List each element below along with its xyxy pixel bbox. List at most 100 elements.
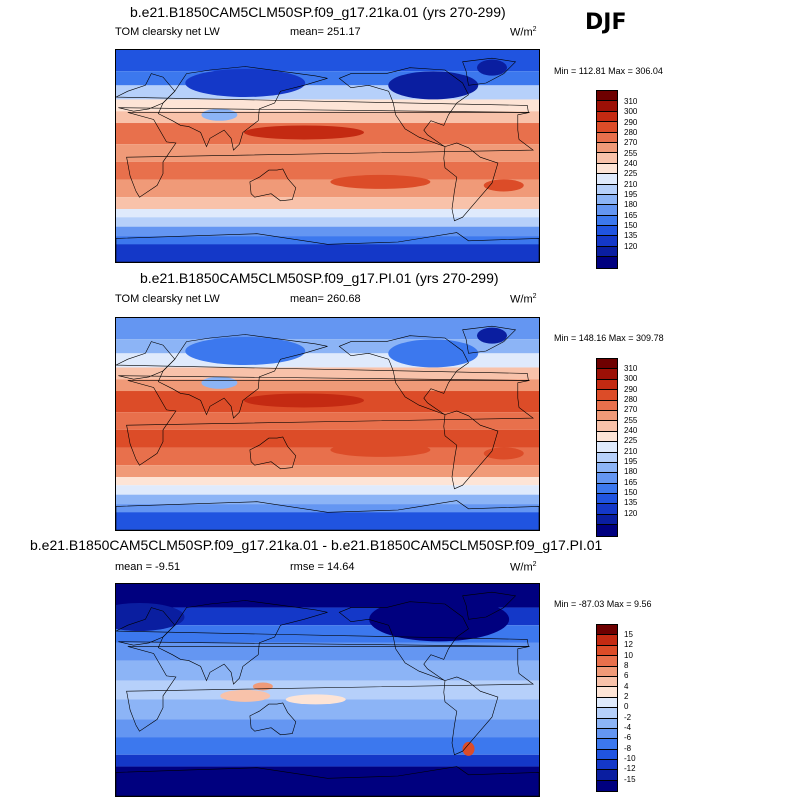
panel-1-left-label: TOM clearsky net LW [115,26,220,38]
field-band [116,144,539,162]
colorbar-tick-label: -8 [624,744,632,753]
colorbar-tick-label: 310 [624,364,638,373]
colorbar-tick-label: 165 [624,478,638,487]
field-anomaly [462,741,475,756]
colorbar-swatch [597,174,617,185]
colorbar-tick-label: 180 [624,200,638,209]
colorbar-swatch [597,697,617,709]
coastline [462,591,517,620]
coastline [249,702,297,736]
field-anomaly [244,125,364,140]
field-band [116,179,539,198]
panel-1-mean: mean= 251.17 [290,26,361,38]
colorbar-swatch [597,163,617,175]
colorbar-swatch [597,687,617,698]
colorbar-swatch [597,379,617,391]
colorbar-swatch [597,483,617,495]
colorbar-swatch [597,226,617,237]
panel-1-title: b.e21.B1850CAM5CLM50SP.f09_g17.21ka.01 (… [130,4,506,20]
field-band [116,197,539,209]
coastline [126,646,534,732]
coastline [249,168,297,202]
panel-3-map [115,583,540,797]
colorbar-tick-label: 290 [624,385,638,394]
field-band [116,465,539,477]
panel-3-colorbar [596,624,618,793]
colorbar-tick-label: 280 [624,395,638,404]
field-anomaly [201,108,238,121]
colorbar-swatch [597,452,617,463]
colorbar-tick-label: 210 [624,447,638,456]
field-band [116,161,539,180]
panel-2-field [116,318,539,530]
coastline [116,766,539,796]
colorbar-tick-label: 12 [624,640,633,649]
colorbar-swatch [597,525,617,536]
colorbar-swatch [597,749,617,761]
panel-2-mean: mean= 260.68 [290,293,361,305]
field-anomaly [185,336,306,365]
field-band [116,226,539,237]
colorbar-tick-label: 2 [624,692,629,701]
colorbar-tick-label: 0 [624,702,629,711]
colorbar-swatch [597,257,617,268]
season-label: DJF [585,10,627,35]
coastline [126,112,534,198]
panel-2-left-label: TOM clearsky net LW [115,293,220,305]
colorbar-tick-label: 10 [624,651,633,660]
colorbar-tick-label: 210 [624,180,638,189]
coastline [462,57,517,86]
colorbar-tick-label: 225 [624,169,638,178]
colorbar-tick-label: 300 [624,107,638,116]
field-band [116,367,539,380]
panel-2-units: W/m2 [510,293,537,306]
colorbar-swatch [597,494,617,505]
colorbar-swatch [597,194,617,206]
panel-2-title: b.e21.B1850CAM5CLM50SP.f09_g17.PI.01 (yr… [140,270,499,286]
colorbar-tick-label: 165 [624,211,638,220]
colorbar-swatch [597,91,617,102]
field-band [116,209,539,218]
coastline [249,436,297,470]
colorbar-tick-label: -15 [624,775,636,784]
field-anomaly [330,442,431,457]
colorbar-tick-label: 15 [624,630,633,639]
field-anomaly [388,71,479,100]
colorbar-swatch [597,760,617,771]
coastline [462,325,517,354]
field-anomaly [388,339,479,368]
colorbar-tick-label: 150 [624,221,638,230]
colorbar-swatch [597,153,617,164]
coastline [338,67,469,147]
colorbar-swatch [597,359,617,370]
colorbar-swatch [597,645,617,657]
panel-2-minmax: Min = 148.16 Max = 309.78 [554,333,664,343]
colorbar-swatch [597,718,617,729]
colorbar-swatch [597,442,617,453]
colorbar-swatch [597,246,617,258]
field-anomaly [477,59,507,76]
field-anomaly [244,393,364,408]
colorbar-swatch [597,111,617,123]
colorbar-tick-label: 255 [624,149,638,158]
colorbar-swatch [597,473,617,484]
colorbar-tick-label: 270 [624,138,638,147]
panel-2-map [115,317,540,531]
colorbar-tick-label: 310 [624,97,638,106]
colorbar-swatch [597,410,617,422]
field-anomaly [285,694,346,705]
field-anomaly [201,376,238,389]
colorbar-tick-label: 195 [624,190,638,199]
field-band [116,217,539,227]
colorbar-swatch [597,215,617,227]
field-anomaly [483,447,524,460]
colorbar-swatch [597,122,617,133]
colorbar-tick-label: 135 [624,498,638,507]
field-anomaly [252,682,273,691]
field-band [116,699,539,720]
field-band [116,485,539,495]
panel-3-units: W/m2 [510,561,537,574]
field-band [116,412,539,430]
panel-3-title: b.e21.B1850CAM5CLM50SP.f09_g17.21ka.01 -… [30,537,603,553]
colorbar-swatch [597,142,617,154]
